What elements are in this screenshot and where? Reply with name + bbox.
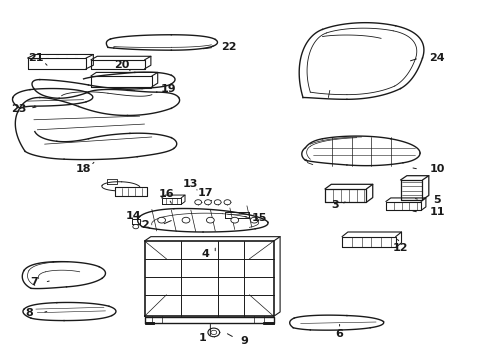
Text: 17: 17 <box>197 188 213 198</box>
Bar <box>52 64 60 67</box>
Text: 7: 7 <box>30 277 38 287</box>
Bar <box>39 55 45 57</box>
Bar <box>95 62 101 66</box>
Text: 5: 5 <box>432 195 440 205</box>
Bar <box>73 64 81 67</box>
Circle shape <box>204 200 211 205</box>
Text: 10: 10 <box>428 164 444 174</box>
Circle shape <box>207 328 219 337</box>
Text: 1: 1 <box>199 333 206 343</box>
Text: 13: 13 <box>183 179 198 189</box>
Circle shape <box>182 217 189 223</box>
Text: 16: 16 <box>158 189 174 199</box>
Bar <box>62 64 70 67</box>
Bar <box>52 60 60 64</box>
Text: 12: 12 <box>392 243 407 253</box>
Circle shape <box>250 217 258 223</box>
Bar <box>68 55 74 57</box>
Circle shape <box>224 200 230 205</box>
Bar <box>104 62 111 66</box>
Text: 21: 21 <box>28 53 43 63</box>
Text: 23: 23 <box>12 104 27 114</box>
Text: 9: 9 <box>240 336 248 346</box>
Bar <box>42 60 50 64</box>
Circle shape <box>206 217 214 223</box>
Circle shape <box>158 217 165 223</box>
Text: 6: 6 <box>335 329 343 339</box>
Bar <box>124 62 130 66</box>
Text: 14: 14 <box>125 211 141 221</box>
Text: 8: 8 <box>25 308 33 318</box>
Bar <box>73 60 81 64</box>
Text: 3: 3 <box>330 200 338 210</box>
Circle shape <box>133 225 139 229</box>
Bar <box>32 64 40 67</box>
Text: 24: 24 <box>428 53 444 63</box>
Bar <box>62 60 70 64</box>
Text: 20: 20 <box>114 60 129 70</box>
Bar <box>78 55 84 57</box>
Bar <box>114 62 121 66</box>
Circle shape <box>194 200 201 205</box>
Circle shape <box>214 200 221 205</box>
Text: 2: 2 <box>141 220 148 230</box>
Text: 4: 4 <box>201 248 209 258</box>
Text: 22: 22 <box>221 42 236 52</box>
Bar <box>133 62 139 66</box>
Circle shape <box>210 330 216 334</box>
Circle shape <box>230 217 238 223</box>
Bar <box>49 55 55 57</box>
Bar <box>32 60 40 64</box>
Bar <box>42 64 50 67</box>
Text: 11: 11 <box>428 207 444 217</box>
Text: 18: 18 <box>76 164 91 174</box>
Bar <box>59 55 64 57</box>
Text: 15: 15 <box>251 213 266 222</box>
Text: 19: 19 <box>161 84 176 94</box>
